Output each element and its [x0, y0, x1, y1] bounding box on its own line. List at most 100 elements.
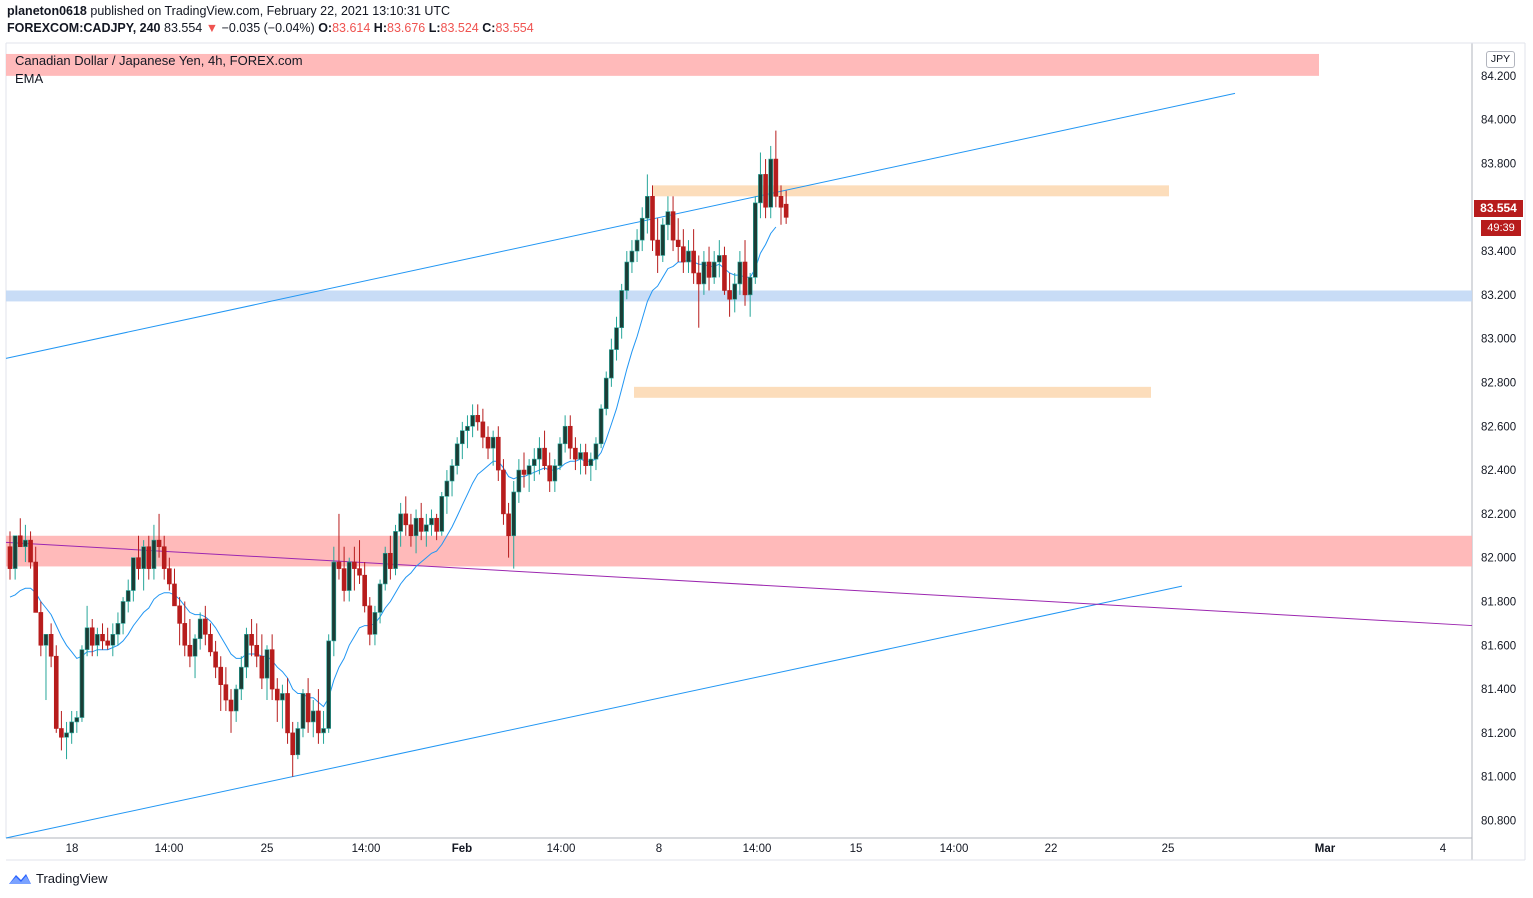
- candle-body: [413, 517, 419, 537]
- candle-body: [501, 469, 506, 515]
- price-tick-label: 82.200: [1481, 509, 1516, 521]
- time-tick-label: 15: [850, 843, 863, 855]
- open-label: O:: [318, 21, 333, 35]
- trendline-lower-channel: [5, 585, 1183, 839]
- candle-body: [218, 666, 224, 685]
- candle-body: [228, 699, 234, 712]
- candle-body: [485, 436, 491, 449]
- candle-body: [244, 634, 249, 668]
- candle-body: [69, 721, 74, 734]
- down-arrow-icon: ▼: [205, 21, 219, 35]
- candle-body: [562, 425, 568, 445]
- candle-body: [624, 261, 630, 291]
- close-value: 83.554: [495, 21, 534, 35]
- price-tick-label: 81.400: [1481, 684, 1516, 696]
- candle-body: [331, 561, 337, 642]
- candle-body: [151, 539, 157, 569]
- candle-body: [264, 649, 270, 679]
- candle-body: [531, 458, 537, 466]
- time-tick-label: 14:00: [547, 843, 576, 855]
- candle-body: [17, 535, 23, 548]
- candle-body: [511, 491, 517, 537]
- brand-name: TradingView: [36, 871, 108, 886]
- price-tick-label: 83.000: [1481, 334, 1516, 346]
- low-label: L:: [428, 21, 441, 35]
- candle-body: [706, 261, 712, 278]
- close-label: C:: [482, 21, 496, 35]
- candle-body: [120, 601, 126, 624]
- time-tick-label: 4: [1440, 843, 1447, 855]
- price-tick-label: 83.200: [1481, 290, 1516, 302]
- candle-body: [48, 634, 54, 657]
- time-tick-label: 14:00: [940, 843, 969, 855]
- zone-support-83.2: [6, 290, 1472, 302]
- candle-body: [316, 710, 321, 734]
- candle-body: [274, 688, 280, 701]
- candle-body: [526, 465, 532, 475]
- candle-body: [367, 605, 373, 635]
- candle-body: [146, 546, 152, 569]
- candle-body: [768, 158, 774, 208]
- symbol-label: FOREXCOM:CADJPY, 240: [7, 21, 161, 35]
- candle-body: [603, 377, 609, 410]
- time-tick-label: 25: [1162, 843, 1175, 855]
- candle-body: [203, 618, 208, 635]
- candle-body: [172, 583, 177, 607]
- candle-body: [639, 217, 645, 241]
- candle-body: [362, 574, 367, 607]
- candle-body: [742, 261, 748, 296]
- price-tick-label: 81.600: [1481, 640, 1516, 652]
- candle-body: [382, 552, 388, 585]
- candle-body: [59, 728, 64, 738]
- price-tick-label: 83.800: [1481, 158, 1516, 170]
- time-tick-label: 8: [656, 843, 662, 855]
- candle-body: [182, 623, 188, 646]
- price-tick-label: 82.000: [1481, 553, 1516, 565]
- candle-body: [321, 728, 326, 734]
- candle-body: [537, 447, 542, 460]
- candle-body: [136, 557, 141, 569]
- price-tick-label: 81.200: [1481, 728, 1516, 740]
- candle-body: [470, 415, 475, 427]
- candle-body: [696, 272, 702, 285]
- candle-body: [614, 327, 619, 350]
- candle-body: [732, 283, 738, 300]
- candle-body: [110, 634, 116, 646]
- symbol-line: FOREXCOM:CADJPY, 240 83.554 ▼ −0.035 (−0…: [7, 21, 534, 35]
- bar-countdown-tag: 49:39: [1481, 220, 1521, 236]
- candle-body: [7, 546, 13, 569]
- price-tick-label: 82.400: [1481, 465, 1516, 477]
- candle-body: [74, 717, 80, 723]
- candle-body: [290, 732, 296, 756]
- candle-body: [665, 211, 671, 226]
- candle-body: [131, 557, 136, 591]
- candle-body: [249, 634, 254, 646]
- candle-body: [609, 349, 614, 379]
- current-price-tag: 83.554: [1474, 200, 1523, 217]
- candle-body: [213, 651, 218, 668]
- price-tick-label: 80.800: [1481, 815, 1516, 827]
- candle-body: [403, 513, 409, 526]
- candle-body: [95, 634, 100, 646]
- last-price: 83.554: [164, 21, 203, 35]
- ema-indicator-label[interactable]: EMA: [15, 71, 44, 86]
- candle-body: [23, 539, 28, 548]
- candle-body: [490, 436, 496, 449]
- candle-body: [187, 644, 193, 657]
- publisher-name[interactable]: planeton0618: [7, 4, 87, 18]
- candle-body: [208, 634, 213, 653]
- candle-body: [125, 590, 131, 602]
- candle-body: [377, 583, 383, 613]
- candle-body: [352, 561, 357, 569]
- time-tick-label: 22: [1045, 843, 1058, 855]
- tradingview-brand[interactable]: TradingView: [8, 871, 108, 886]
- currency-label[interactable]: JPY: [1486, 51, 1515, 68]
- time-tick-label: 18: [66, 843, 79, 855]
- candle-body: [372, 612, 378, 635]
- chart-title: Canadian Dollar / Japanese Yen, 4h, FORE…: [15, 53, 303, 68]
- time-tick-label: Feb: [452, 843, 472, 855]
- price-tick-label: 84.000: [1481, 115, 1516, 127]
- candle-body: [465, 425, 470, 431]
- candle-body: [547, 465, 553, 482]
